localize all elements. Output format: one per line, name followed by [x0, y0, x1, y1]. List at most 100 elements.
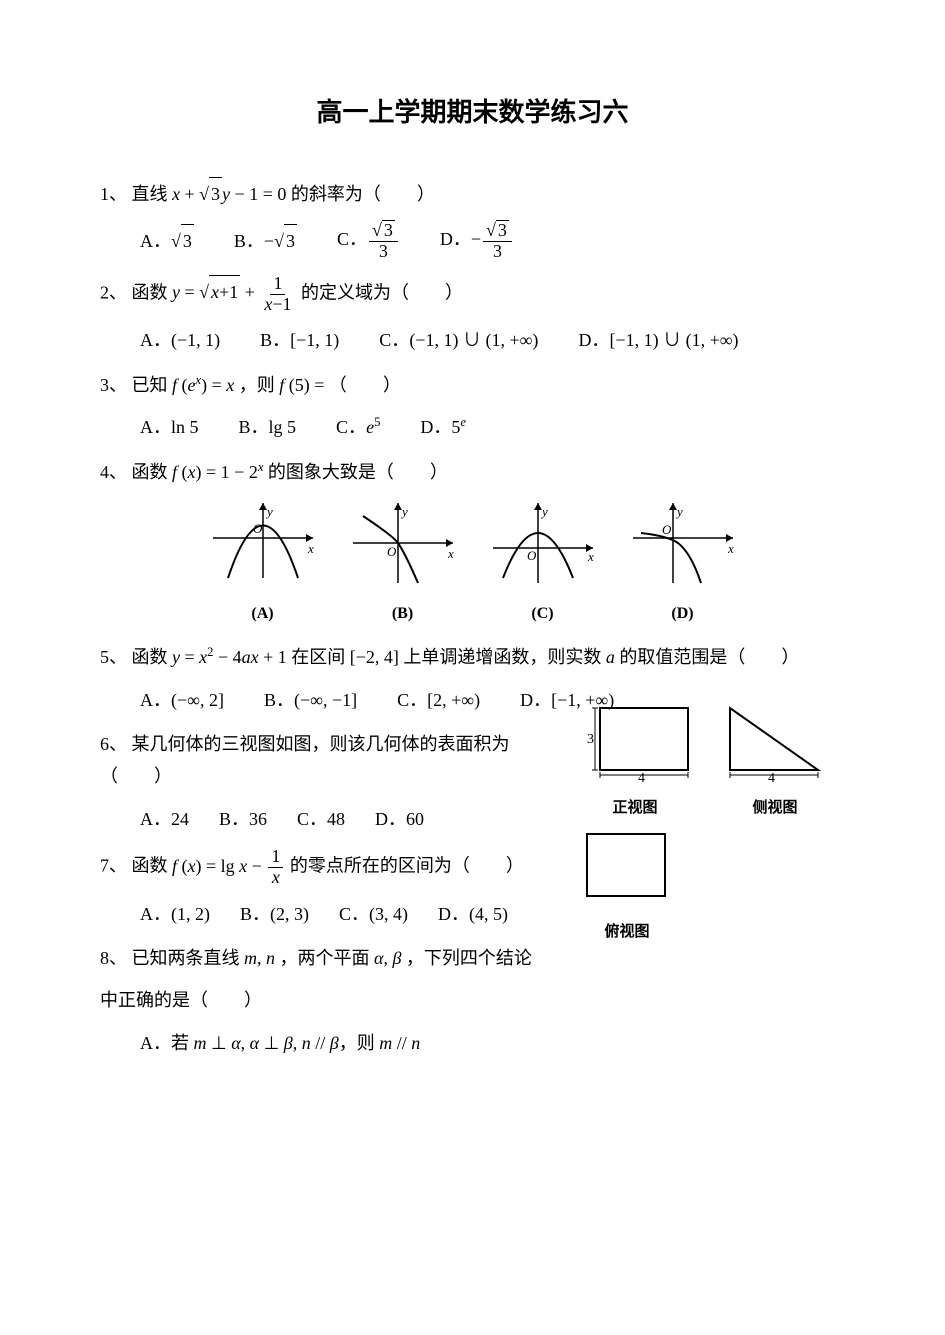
- q6-opt-d: D．60: [375, 803, 424, 835]
- svg-text:x: x: [727, 541, 734, 556]
- q8-lines: m, n: [244, 948, 275, 968]
- q3-text: 3、 已知 f (ex) = x ，则 f (5) = （ ）: [100, 369, 845, 401]
- svg-text:y: y: [675, 504, 683, 519]
- q2-opt-a: A．(−1, 1): [140, 324, 220, 356]
- q4-label-c: (C): [483, 600, 603, 629]
- q7-opt-c: C．(3, 4): [339, 898, 408, 930]
- front-view: 3 4 正视图: [575, 698, 695, 822]
- q6-opt-a: A．24: [140, 803, 189, 835]
- svg-text:y: y: [540, 504, 548, 519]
- q4-graph-d: y x O (D): [623, 498, 743, 629]
- q6-opt-c: C．48: [297, 803, 345, 835]
- q7-opt-d: D．(4, 5): [438, 898, 508, 930]
- q1-text: 1、 直线 x + 3y − 1 = 0 的斜率为（ ）: [100, 177, 845, 210]
- q1-options: A．3 B．−3 C．33 D．−33: [140, 220, 845, 262]
- svg-text:4: 4: [638, 771, 645, 783]
- svg-text:O: O: [527, 548, 537, 563]
- q5-text: 5、 函数 y = x2 − 4ax + 1 在区间 [−2, 4] 上单调递增…: [100, 641, 845, 673]
- q1-opt-b: B．−3: [234, 224, 297, 257]
- q5-opt-d: D．[−1, +∞): [520, 684, 614, 716]
- q8-prefix: 已知两条直线: [132, 948, 245, 968]
- svg-text:y: y: [400, 504, 408, 519]
- q5-expr: y = x2 − 4ax + 1: [172, 647, 287, 667]
- q4-label-b: (B): [343, 600, 463, 629]
- q5-num: 5、: [100, 647, 127, 667]
- q1-opt-a: A．3: [140, 224, 194, 257]
- svg-text:O: O: [662, 522, 672, 537]
- q5-interval: [−2, 4]: [350, 647, 399, 667]
- q8-suffix: ，下列四个结论: [406, 948, 532, 968]
- q2-expr: y = x+1 + 1x−1: [172, 282, 297, 302]
- q2-suffix: 的定义域为（ ）: [301, 282, 463, 302]
- q3-expr: f (ex) = x: [172, 375, 234, 395]
- q7-expr: f (x) = lg x − 1x: [172, 856, 285, 876]
- graph-c-svg: y x O: [483, 498, 603, 588]
- q4-graph-c: y x O (C): [483, 498, 603, 629]
- q7-suffix: 的零点所在的区间为（ ）: [290, 856, 524, 876]
- q2-opt-c: C．(−1, 1) ∪ (1, +∞): [379, 324, 538, 356]
- q2-options: A．(−1, 1) B．[−1, 1) C．(−1, 1) ∪ (1, +∞) …: [140, 324, 845, 356]
- q3-opt-d: D．5e: [420, 411, 466, 443]
- q5-opt-b: B．(−∞, −1]: [264, 684, 357, 716]
- q3-options: A．ln 5 B．lg 5 C．e5 D．5e: [140, 411, 845, 443]
- q7-options: A．(1, 2) B．(2, 3) C．(3, 4) D．(4, 5): [140, 898, 555, 930]
- q4-prefix: 函数: [132, 462, 173, 482]
- svg-text:O: O: [387, 544, 397, 559]
- q4-graph-a: y x O (A): [203, 498, 323, 629]
- q4-expr: f (x) = 1 − 2x: [172, 462, 263, 482]
- q2-num: 2、: [100, 282, 127, 302]
- q5-opt-c: C．[2, +∞): [397, 684, 480, 716]
- svg-text:x: x: [587, 549, 594, 564]
- svg-text:3: 3: [587, 732, 594, 747]
- three-views-figure: 3 4 正视图 4 侧视图: [565, 698, 845, 950]
- q3-opt-b: B．lg 5: [239, 411, 297, 443]
- graph-a-svg: y x O: [203, 498, 323, 588]
- question-3: 3、 已知 f (ex) = x ，则 f (5) = （ ） A．ln 5 B…: [100, 369, 845, 444]
- q4-text: 4、 函数 f (x) = 1 − 2x 的图象大致是（ ）: [100, 456, 845, 488]
- q5-mid: 在区间: [291, 647, 350, 667]
- question-8: 8、 已知两条直线 m, n ，两个平面 α, β ，下列四个结论 中正确的是（…: [100, 942, 845, 1059]
- q1-opt-c: C．33: [337, 220, 400, 262]
- q7-opt-a: A．(1, 2): [140, 898, 210, 930]
- svg-text:y: y: [265, 504, 273, 519]
- q4-num: 4、: [100, 462, 127, 482]
- q1-opt-d: D．−33: [440, 220, 514, 262]
- q3-expr2: f (5) =: [279, 375, 324, 395]
- top-view: 俯视图: [577, 826, 677, 945]
- q8-options: A．若 m ⊥ α, α ⊥ β, n // β，则 m // n: [140, 1027, 845, 1059]
- top-view-label: 俯视图: [577, 919, 677, 946]
- q6-body: 某几何体的三视图如图，则该几何体的表面积为（ ）: [100, 734, 510, 786]
- q7-num: 7、: [100, 856, 127, 876]
- q8-mid: ，两个平面: [280, 948, 375, 968]
- q7-prefix: 函数: [132, 856, 173, 876]
- q8-text-line2: 中正确的是（ ）: [100, 984, 845, 1016]
- q7-opt-b: B．(2, 3): [240, 898, 309, 930]
- q5-suffix: 上单调递增函数，则实数 a 的取值范围是（ ）: [403, 647, 799, 667]
- q1-suffix: 的斜率为（ ）: [291, 184, 435, 204]
- q2-opt-d: D．[−1, 1) ∪ (1, +∞): [578, 324, 738, 356]
- q6-opt-b: B．36: [219, 803, 267, 835]
- q4-label-d: (D): [623, 600, 743, 629]
- svg-text:4: 4: [768, 771, 775, 783]
- svg-text:x: x: [307, 541, 314, 556]
- question-1: 1、 直线 x + 3y − 1 = 0 的斜率为（ ） A．3 B．−3 C．…: [100, 177, 845, 262]
- side-view: 4 侧视图: [715, 698, 835, 822]
- q4-label-a: (A): [203, 600, 323, 629]
- q2-text: 2、 函数 y = x+1 + 1x−1 的定义域为（ ）: [100, 274, 845, 315]
- graph-d-svg: y x O: [623, 498, 743, 588]
- q4-graph-b: y x O (B): [343, 498, 463, 629]
- q8-num: 8、: [100, 948, 127, 968]
- q3-opt-a: A．ln 5: [140, 411, 199, 443]
- q3-mid: ，则: [239, 375, 280, 395]
- q6-num: 6、: [100, 734, 127, 754]
- q4-suffix: 的图象大致是（ ）: [268, 462, 448, 482]
- front-view-label: 正视图: [575, 795, 695, 822]
- q1-prefix: 直线: [132, 184, 168, 204]
- q4-graphs: y x O (A) y x O (B): [100, 498, 845, 629]
- q2-opt-b: B．[−1, 1): [260, 324, 339, 356]
- q1-num: 1、: [100, 184, 127, 204]
- q3-prefix: 已知: [132, 375, 173, 395]
- q6-options: A．24 B．36 C．48 D．60: [140, 803, 555, 835]
- q8-opt-a: A．若 m ⊥ α, α ⊥ β, n // β，则 m // n: [140, 1027, 420, 1059]
- page-title: 高一上学期期末数学练习六: [100, 90, 845, 137]
